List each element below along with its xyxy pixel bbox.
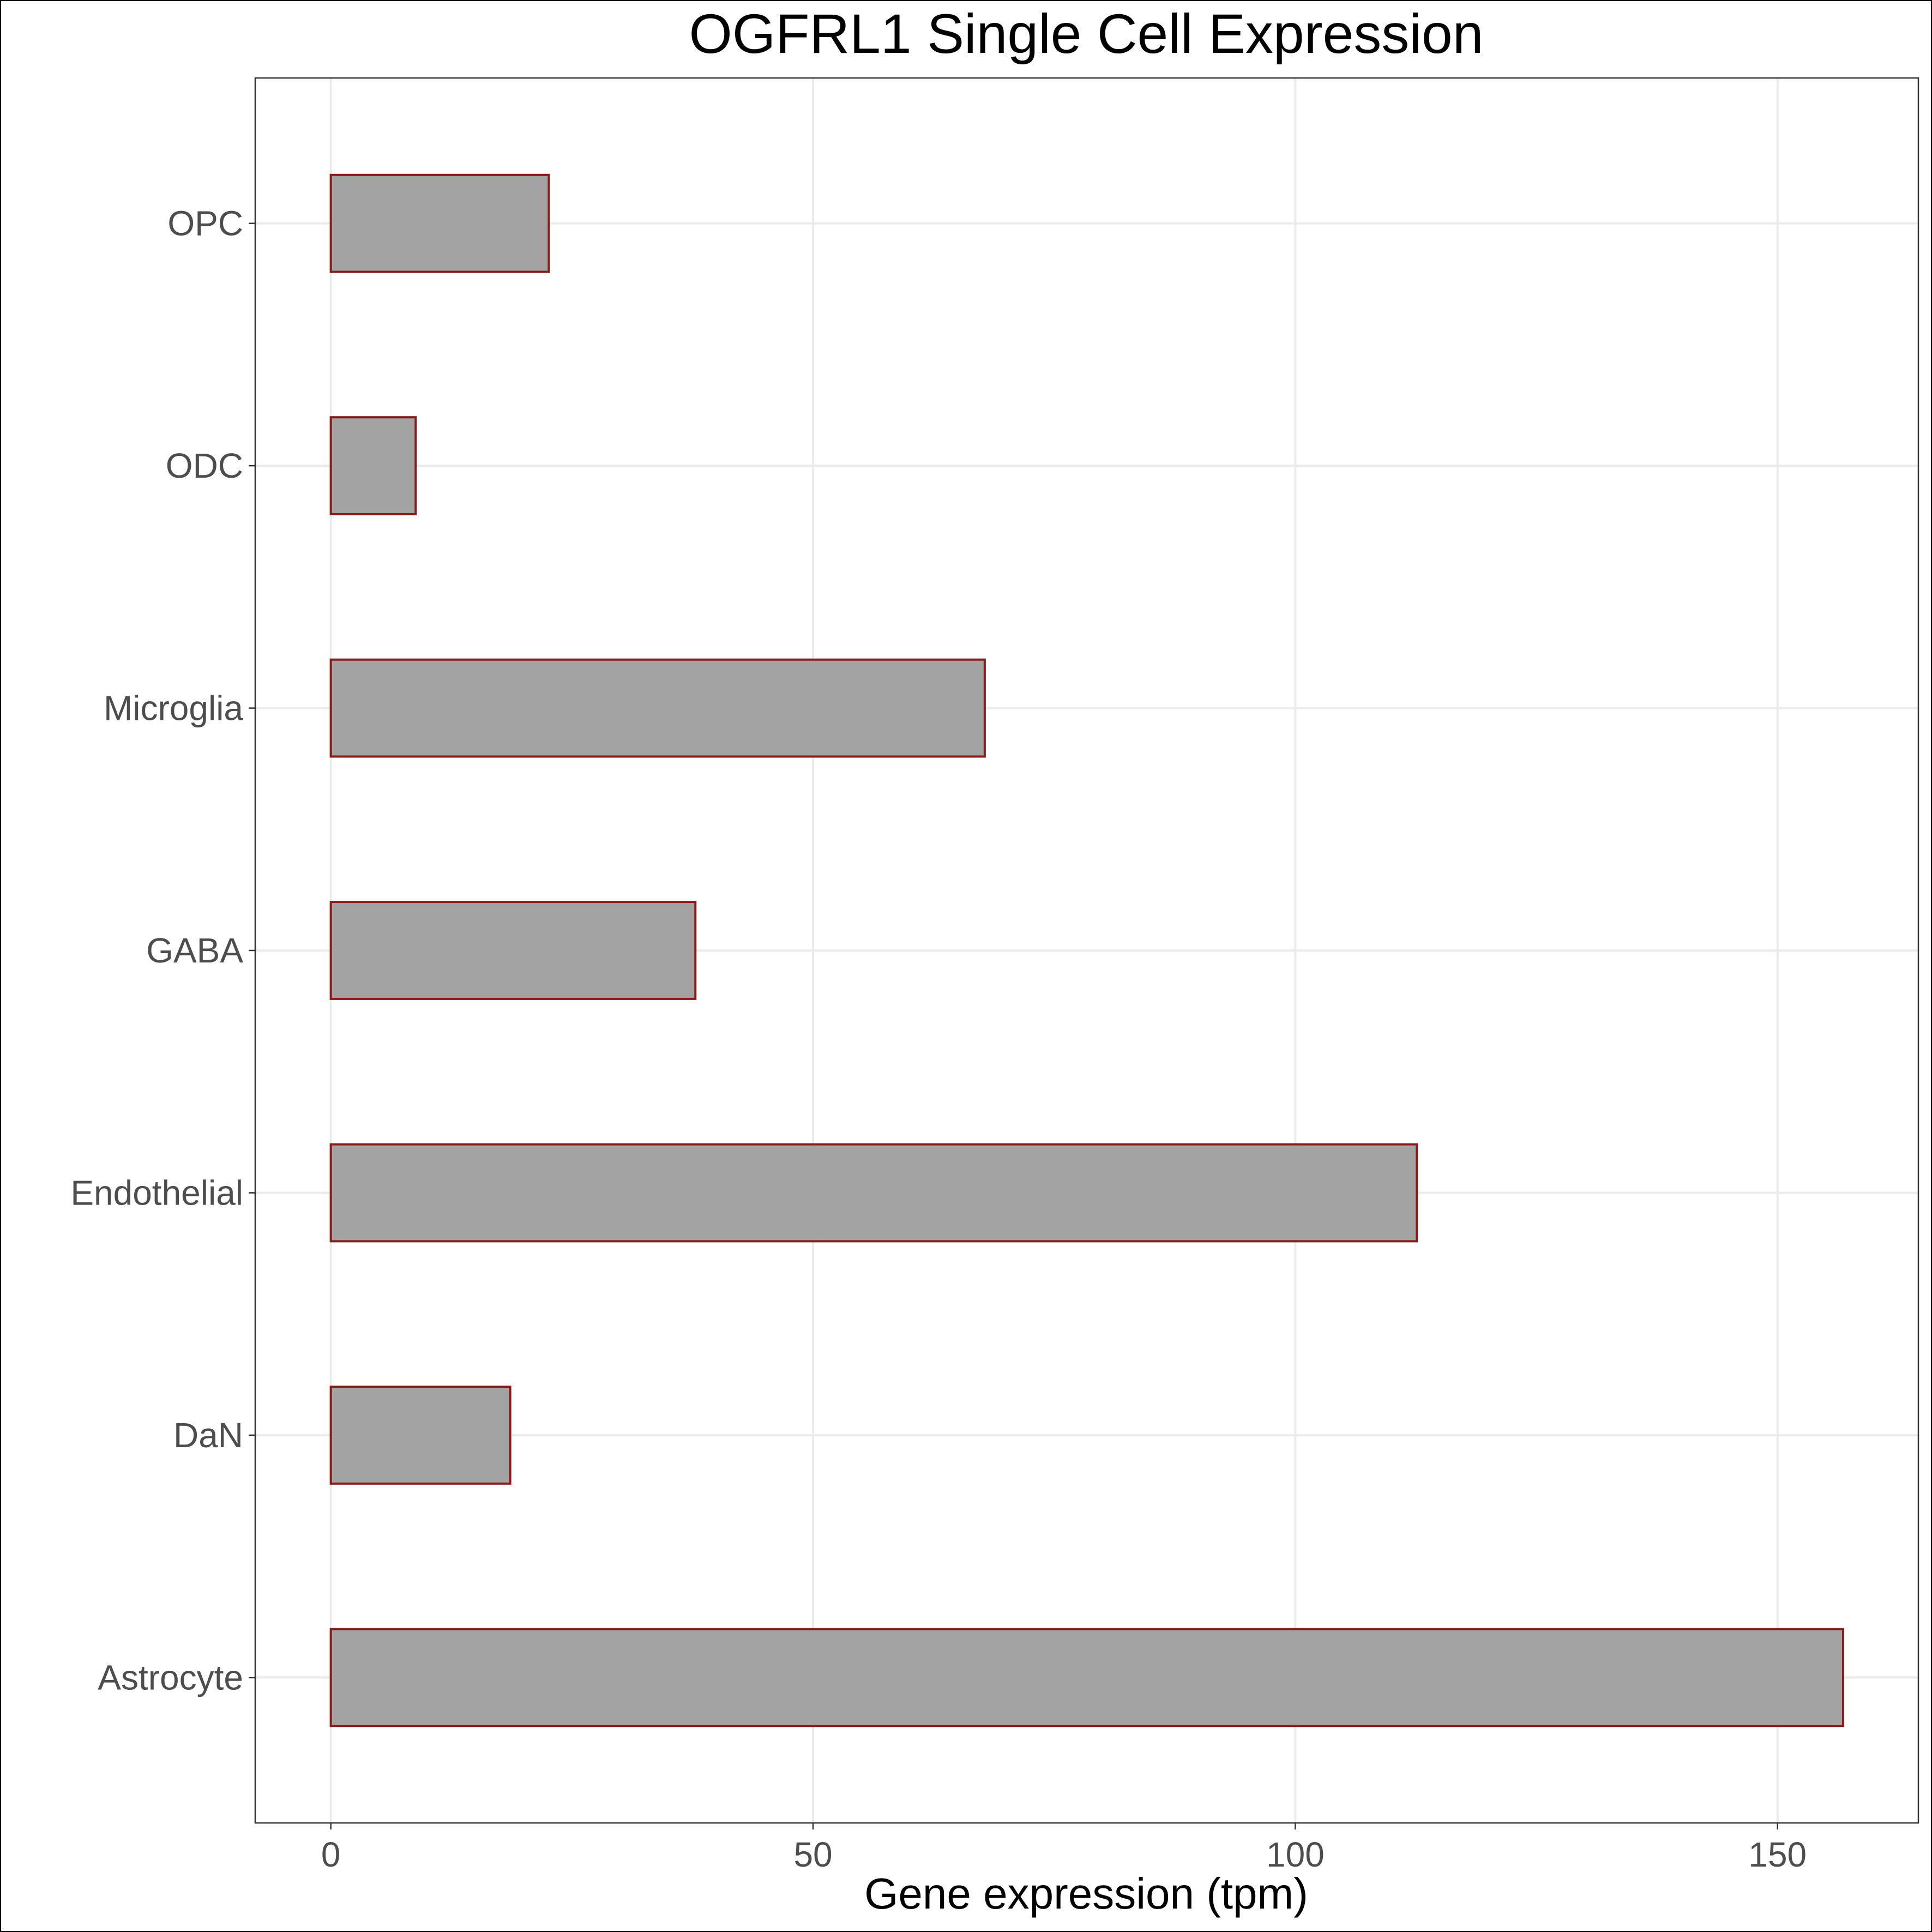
y-tick-label: Microglia — [104, 689, 243, 728]
y-tick-label: OPC — [167, 204, 243, 243]
bar-endothelial — [329, 1143, 1418, 1243]
y-tick-label: Astrocyte — [98, 1658, 243, 1697]
bar-opc — [329, 173, 550, 273]
bar-odc — [329, 416, 417, 515]
bar-gaba — [329, 901, 697, 1000]
bar-dan — [329, 1386, 511, 1485]
y-tick-label: DaN — [173, 1416, 243, 1455]
bar-microglia — [329, 658, 986, 758]
chart-title: OGFRL1 Single Cell Expression — [689, 3, 1484, 65]
bar-astrocyte — [329, 1628, 1845, 1728]
bars — [329, 173, 1845, 1728]
x-axis-title: Gene expression (tpm) — [864, 1869, 1308, 1918]
axis-ticks: 0 50 100 150 Astrocyte DaN Endothelial GABA Micr… — [70, 204, 1807, 1874]
y-tick-label: Endothelial — [70, 1173, 243, 1212]
y-tick-label: ODC — [166, 446, 243, 485]
x-tick-label: 100 — [1266, 1835, 1325, 1874]
x-tick-label: 0 — [321, 1835, 341, 1874]
x-tick-label: 50 — [793, 1835, 832, 1874]
x-tick-label: 150 — [1748, 1835, 1807, 1874]
y-tick-label: GABA — [146, 931, 243, 970]
